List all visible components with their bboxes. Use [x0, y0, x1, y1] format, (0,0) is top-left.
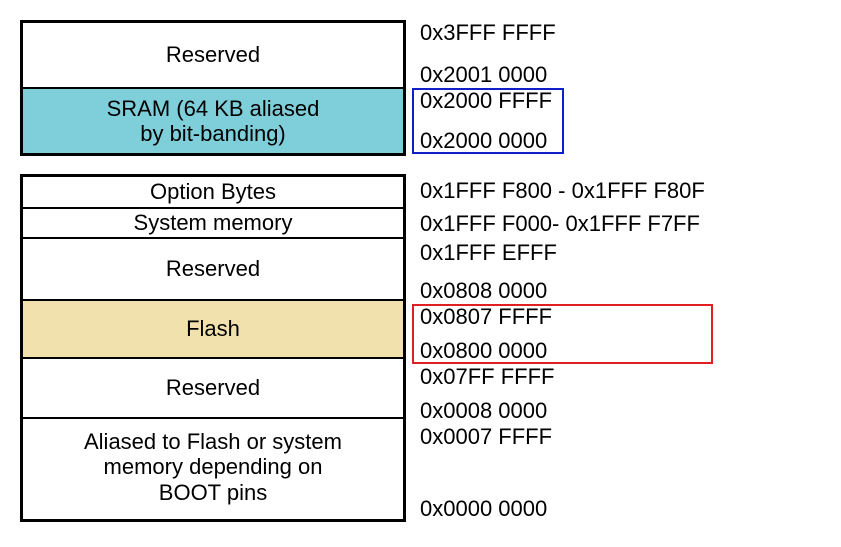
- memory-column-bottom: Option Bytes System memory Reserved Flas…: [20, 174, 406, 522]
- address-label: 0x0000 0000: [420, 498, 705, 520]
- memory-map-bottom: Option Bytes System memory Reserved Flas…: [20, 174, 821, 522]
- region-label-line: memory depending on: [104, 454, 323, 479]
- addr-range-sram: 0x2000 FFFF 0x2000 0000: [412, 88, 564, 154]
- address-label: 0x0807 FFFF: [420, 306, 705, 328]
- address-label: 0x2001 0000: [420, 64, 556, 86]
- address-label: 0x0808 0000: [420, 280, 705, 302]
- region-boot-alias: Aliased to Flash or system memory depend…: [23, 419, 403, 515]
- address-column-bottom: 0x1FFF F800 - 0x1FFF F80F 0x1FFF F000- 0…: [412, 174, 713, 522]
- memory-map-top: Reserved SRAM (64 KB aliased by bit-band…: [20, 20, 821, 156]
- address-label: 0x1FFF F800 - 0x1FFF F80F: [420, 180, 705, 202]
- region-label: Option Bytes: [150, 179, 276, 204]
- region-option-bytes: Option Bytes: [23, 177, 403, 209]
- address-label: 0x0008 0000: [420, 400, 705, 422]
- memory-column-top: Reserved SRAM (64 KB aliased by bit-band…: [20, 20, 406, 156]
- region-label: Reserved: [166, 42, 260, 67]
- address-label: 0x3FFF FFFF: [420, 22, 556, 44]
- region-reserved-mid: Reserved: [23, 239, 403, 301]
- addr-range-flash: 0x0807 FFFF 0x0800 0000: [412, 304, 713, 364]
- region-label-line: BOOT pins: [159, 480, 267, 505]
- region-label-line: by bit-banding): [140, 121, 286, 146]
- address-label: 0x0800 0000: [420, 340, 705, 362]
- address-label: 0x07FF FFFF: [420, 366, 705, 388]
- address-column-top: 0x3FFF FFFF 0x2001 0000 0x2000 FFFF 0x20…: [412, 20, 564, 156]
- addr-range-system-memory: 0x1FFF F000- 0x1FFF F7FF: [412, 208, 713, 240]
- region-label-line: SRAM (64 KB aliased: [107, 96, 320, 121]
- region-sram: SRAM (64 KB aliased by bit-banding): [23, 89, 403, 153]
- region-reserved-low: Reserved: [23, 359, 403, 419]
- region-flash: Flash: [23, 301, 403, 359]
- address-label: 0x0007 FFFF: [420, 426, 705, 448]
- region-label: System memory: [134, 210, 293, 235]
- address-label: 0x2000 0000: [420, 130, 556, 152]
- addr-range-option-bytes: 0x1FFF F800 - 0x1FFF F80F: [412, 174, 713, 208]
- region-system-memory: System memory: [23, 209, 403, 239]
- address-label: 0x2000 FFFF: [420, 90, 556, 112]
- addr-range-reserved-top: 0x3FFF FFFF 0x2001 0000: [412, 20, 564, 88]
- addr-range-boot-alias: 0x0007 FFFF 0x0000 0000: [412, 424, 713, 522]
- region-reserved-top: Reserved: [23, 23, 403, 89]
- region-label: Flash: [186, 316, 240, 341]
- region-label: Reserved: [166, 256, 260, 281]
- region-label: Reserved: [166, 375, 260, 400]
- address-label: 0x1FFF EFFF: [420, 242, 705, 264]
- addr-range-reserved-low: 0x07FF FFFF 0x0008 0000: [412, 364, 713, 424]
- address-label: 0x1FFF F000- 0x1FFF F7FF: [420, 213, 705, 235]
- region-label-line: Aliased to Flash or system: [84, 429, 342, 454]
- addr-range-reserved-mid: 0x1FFF EFFF 0x0808 0000: [412, 240, 713, 304]
